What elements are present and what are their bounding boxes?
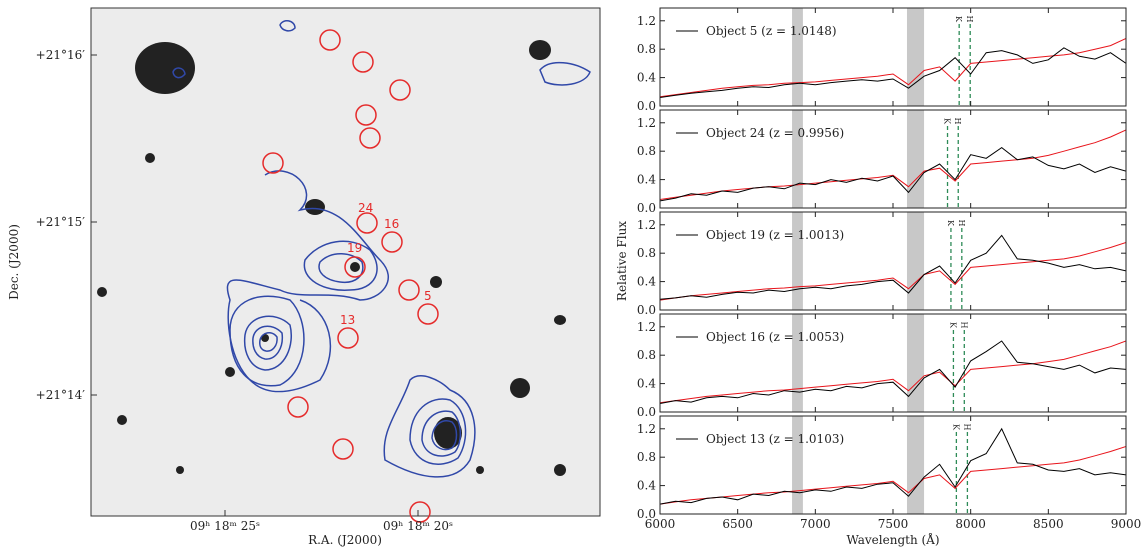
y-tick-label: 0.0 [637,303,656,317]
legend-label: Object 5 (z = 1.0148) [706,24,837,38]
spectrum [660,427,1126,505]
object-circles [262,29,439,523]
spectral-line-label: H [965,16,974,23]
y-tick-label: +21°14′ [36,388,86,402]
shaded-band [906,8,925,106]
object-label: 5 [424,289,432,303]
shaded-band [792,314,803,412]
shaded-band [906,212,925,310]
spectral-line-label: H [957,220,966,227]
spectrum [660,340,1126,404]
y-tick-label: 0.0 [637,405,656,419]
y-axis-label: Relative Flux [615,221,629,301]
object-label: 19 [347,241,362,255]
contours [172,20,591,478]
y-tick-label: 1.2 [637,116,656,130]
x-tick-label: 6500 [722,517,753,531]
y-tick-label: 1.2 [637,422,656,436]
y-tick-label: 0.8 [637,246,656,260]
y-tick-label: 0.4 [637,173,656,187]
x-tick-label: 6000 [645,517,676,531]
y-tick-label: 0.8 [637,144,656,158]
y-tick-label: 0.0 [637,507,656,521]
y-tick-label: 0.8 [637,42,656,56]
y-tick-label: 1.2 [637,320,656,334]
spectral-line-label: K [943,118,952,125]
spectral-line-label: H [962,424,971,431]
shaded-band [792,212,803,310]
y-tick-label: 0.4 [637,71,656,85]
legend-label: Object 13 (z = 1.0103) [706,432,844,446]
spectral-line-label: K [954,16,963,23]
object-label: 13 [340,313,355,327]
spectrum [660,340,1126,404]
spectral-line-label: K [951,424,960,431]
object-label: 24 [358,201,373,215]
y-tick-label: 1.2 [637,14,656,28]
y-tick-label: 0.4 [637,377,656,391]
legend-label: Object 24 (z = 0.9956) [706,126,844,140]
x-tick-label: 7500 [878,517,909,531]
shaded-band [792,110,803,208]
y-axis-label: Dec. (J2000) [7,224,21,300]
x-tick-label: 09ʰ 18ᵐ 25ˢ [190,519,260,533]
shaded-band [792,416,803,514]
y-tick-label: 0.4 [637,479,656,493]
spectrum [660,129,1126,200]
axes-frame [659,7,1127,107]
y-tick-label: +21°15′ [36,215,86,229]
object-label: 16 [384,217,399,231]
y-tick-label: 0.8 [637,348,656,362]
shaded-band [906,110,925,208]
y-tick-label: 0.8 [637,450,656,464]
shaded-band [906,314,925,412]
shaded-band [792,8,803,106]
y-tick-label: +21°16′ [36,48,86,62]
spectrum [660,146,1126,202]
y-tick-label: 0.0 [637,201,656,215]
shaded-band [906,416,925,514]
x-tick-label: 7000 [800,517,831,531]
spectrum [660,47,1126,98]
x-tick-label: 8500 [1033,517,1064,531]
x-tick-label: 09ʰ 18ᵐ 20ˢ [383,519,453,533]
axes-frame [659,211,1127,311]
spectral-line-label: K [946,220,955,227]
legend-label: Object 16 (z = 1.0053) [706,330,844,344]
spectrum [660,234,1126,300]
x-tick-label: 8000 [955,517,986,531]
x-axis-label: R.A. (J2000) [308,533,382,547]
spectrum [660,446,1126,505]
x-axis-label: Wavelength (Å) [846,532,939,547]
axes-frame [659,109,1127,209]
spectrum [660,242,1126,301]
spectral-line-label: K [948,322,957,329]
y-tick-label: 0.0 [637,99,656,113]
spectrum [660,38,1126,98]
axes-frame [659,415,1127,515]
sky-image: 24 16 19 5 13 R.A. (J2000) Dec. (J2000) [7,7,601,547]
y-tick-label: 0.4 [637,275,656,289]
spectral-line-label: H [953,118,962,125]
x-tick-label: 9000 [1111,517,1142,531]
y-tick-label: 1.2 [637,218,656,232]
legend-label: Object 19 (z = 1.0013) [706,228,844,242]
spectral-line-label: H [959,322,968,329]
